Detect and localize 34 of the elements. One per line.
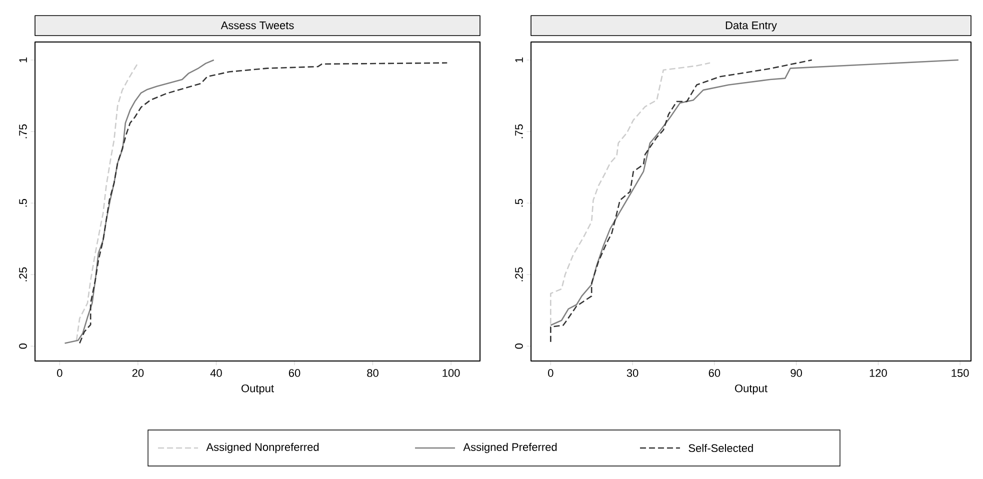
chart-title: Data Entry xyxy=(726,22,777,32)
x-tick-label: 100 xyxy=(442,369,460,377)
y-tick-label: .25 xyxy=(19,267,27,282)
x-axis-title: Output xyxy=(242,384,274,394)
y-tick-label: 1 xyxy=(19,58,27,62)
x-tick-label: 90 xyxy=(790,369,802,377)
y-tick-label: 0 xyxy=(515,344,523,349)
y-tick-label: .75 xyxy=(515,124,523,138)
y-tick-label: .25 xyxy=(515,267,523,282)
legend-label: Assigned Nonpreferred xyxy=(206,442,319,454)
x-tick-label: 150 xyxy=(952,369,969,377)
y-tick-label: 0 xyxy=(19,344,27,349)
y-tick-label: .5 xyxy=(515,198,523,207)
x-tick-label: 30 xyxy=(626,369,638,377)
y-tick-label: .75 xyxy=(19,124,27,138)
x-tick-label: 60 xyxy=(708,369,720,377)
x-tick-label: 40 xyxy=(210,369,222,377)
x-tick-label: 120 xyxy=(870,369,887,377)
x-axis-title: Output xyxy=(735,384,768,394)
line-series xyxy=(550,59,813,342)
chart-title: Assess Tweets xyxy=(220,22,294,30)
x-tick-label: 0 xyxy=(57,369,62,377)
x-tick-label: 60 xyxy=(288,369,300,377)
line-series xyxy=(76,64,138,342)
y-tick-label: 1 xyxy=(515,58,523,62)
x-tick-label: 0 xyxy=(548,369,554,377)
x-tick-label: 80 xyxy=(367,369,378,377)
legend-label: Assigned Preferred xyxy=(463,442,557,454)
line-series xyxy=(64,59,215,344)
line-series xyxy=(78,62,448,344)
x-tick-label: 20 xyxy=(132,369,144,377)
y-tick-label: .5 xyxy=(19,198,27,207)
line-series xyxy=(550,59,960,326)
legend-label: Self-Selected xyxy=(688,444,753,452)
